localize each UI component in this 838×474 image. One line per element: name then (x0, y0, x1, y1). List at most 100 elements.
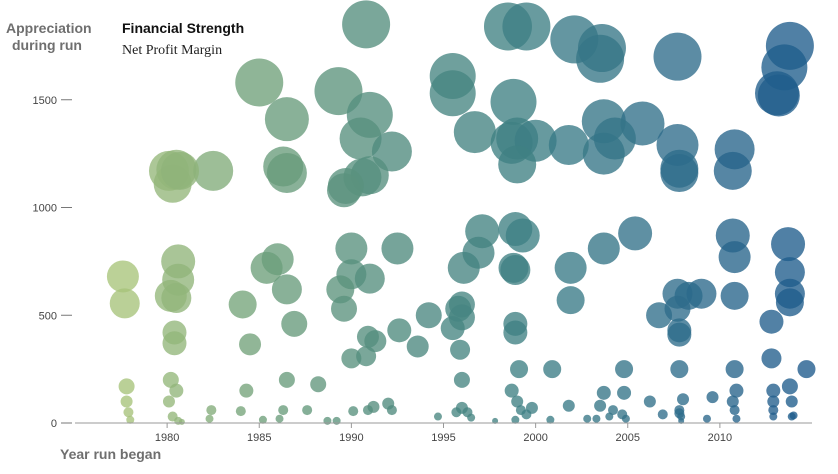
data-point (332, 416, 341, 425)
data-point (562, 399, 575, 412)
data-point (275, 414, 284, 423)
data-point (718, 241, 751, 274)
y-tick-label: 1000 (33, 203, 57, 215)
data-point (677, 412, 686, 421)
data-point (205, 414, 214, 423)
data-point (339, 117, 382, 160)
data-point (706, 391, 719, 404)
data-point (323, 416, 332, 425)
data-point (386, 405, 397, 416)
data-point (239, 383, 254, 398)
data-point (769, 412, 778, 421)
data-point (510, 360, 529, 379)
data-point (577, 24, 626, 73)
data-point (271, 274, 302, 305)
x-tick-label: 1985 (247, 432, 271, 444)
data-point (331, 295, 358, 322)
data-point (278, 405, 289, 416)
data-point (228, 290, 257, 319)
data-point (440, 316, 465, 341)
y-axis-label: Appreciation during run (6, 20, 92, 53)
data-point (657, 409, 668, 420)
data-point (310, 376, 327, 393)
data-point (653, 32, 702, 81)
data-point (789, 411, 798, 420)
data-point (511, 395, 524, 408)
data-point (381, 232, 414, 265)
data-point (126, 415, 135, 424)
data-point (761, 348, 782, 369)
data-point (726, 395, 739, 408)
data-point (593, 117, 636, 160)
data-point (364, 330, 387, 353)
data-point (660, 154, 699, 193)
data-point (161, 283, 192, 314)
data-point (169, 383, 184, 398)
axis-ticks: 1980 1985 1990 1995 2000 2005 2010 0 500 1000 1500 (33, 95, 733, 444)
data-point (720, 281, 749, 310)
data-point (266, 153, 307, 194)
data-point (521, 409, 532, 420)
data-point (123, 407, 134, 418)
y-tick-label: 500 (39, 310, 57, 322)
data-point (504, 383, 519, 398)
data-point (605, 412, 614, 421)
data-point (615, 360, 634, 379)
data-point (546, 415, 555, 424)
data-point (766, 383, 781, 398)
y-tick-label: 1500 (33, 95, 57, 107)
data-points (106, 0, 816, 425)
x-tick-label: 1980 (155, 432, 179, 444)
x-tick-label: 1995 (431, 432, 455, 444)
data-point (757, 74, 800, 117)
data-point (608, 405, 619, 416)
data-point (511, 415, 520, 424)
data-point (453, 111, 496, 154)
data-point (406, 335, 429, 358)
data-point (453, 371, 470, 388)
data-point (278, 371, 295, 388)
data-point (415, 302, 442, 329)
data-point (451, 407, 462, 418)
data-point (281, 310, 308, 337)
data-point (433, 412, 442, 421)
data-point (162, 395, 175, 408)
data-point (178, 418, 185, 425)
data-point (667, 322, 692, 347)
data-point (594, 399, 607, 412)
data-point (356, 346, 377, 367)
data-point (503, 320, 528, 345)
data-point (556, 286, 585, 315)
data-point (548, 125, 589, 166)
data-point (302, 405, 313, 416)
data-point (261, 243, 294, 276)
data-point (583, 414, 592, 423)
data-point (162, 331, 187, 356)
data-point (235, 58, 284, 107)
data-point (342, 0, 391, 49)
data-point (621, 414, 630, 423)
data-point (264, 97, 309, 142)
data-point (768, 405, 779, 416)
data-point (161, 151, 200, 190)
data-point (729, 405, 740, 416)
x-tick-label: 2005 (616, 432, 640, 444)
data-point (775, 288, 804, 317)
x-axis-label: Year run began (60, 446, 162, 462)
data-point (387, 318, 412, 343)
data-point (235, 406, 246, 417)
data-point (797, 360, 816, 379)
data-point (429, 70, 476, 117)
data-point (587, 232, 620, 265)
x-tick-label: 2010 (708, 432, 732, 444)
data-point (543, 360, 562, 379)
data-point (502, 2, 551, 51)
data-point (498, 145, 537, 184)
data-point (617, 385, 632, 400)
data-point (258, 415, 267, 424)
data-point (206, 405, 217, 416)
data-point (618, 216, 653, 251)
data-point (467, 413, 476, 422)
data-point (732, 414, 741, 423)
